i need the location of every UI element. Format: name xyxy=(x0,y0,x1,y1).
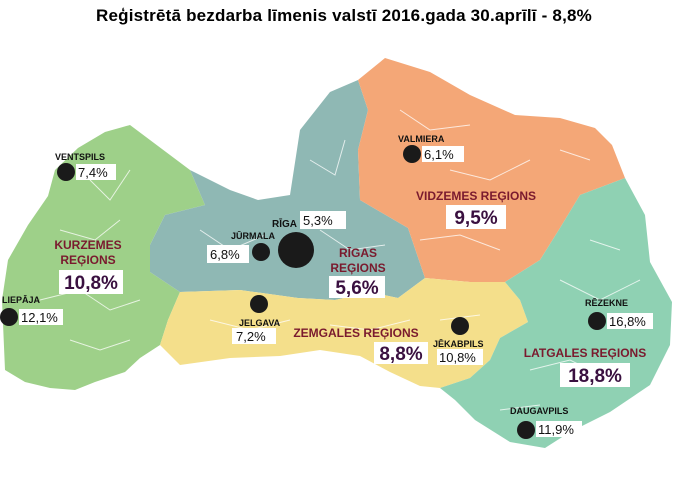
city-jelgava-name: JELGAVA xyxy=(239,318,281,328)
region-kurzeme-label-2: REĢIONS xyxy=(60,253,115,267)
city-rezekne-rate: 16,8% xyxy=(609,314,646,329)
city-jurmala-dot xyxy=(252,243,270,261)
region-riga-label-2: REĢIONS xyxy=(330,261,385,275)
city-rezekne[interactable]: RĒZEKNE 16,8% xyxy=(585,298,653,330)
city-daugavpils-dot xyxy=(517,421,535,439)
city-ventspils[interactable]: VENTSPILS 7,4% xyxy=(55,152,116,181)
region-latgale-label: LATGALES REĢIONS xyxy=(524,346,646,360)
city-liepaja[interactable]: LIEPĀJA 12,1% xyxy=(0,295,63,326)
city-ventspils-rate: 7,4% xyxy=(78,165,108,180)
region-vidzeme-label: VIDZEMES REĢIONS xyxy=(416,189,536,203)
city-jelgava[interactable]: JELGAVA 7,2% xyxy=(232,295,281,344)
city-daugavpils-name: DAUGAVPILS xyxy=(510,406,568,416)
city-valmiera-rate: 6,1% xyxy=(424,147,454,162)
city-jelgava-dot xyxy=(250,295,268,313)
city-jurmala-name: JŪRMALA xyxy=(231,231,275,241)
city-riga-dot xyxy=(278,232,314,268)
city-jurmala-rate: 6,8% xyxy=(210,247,240,262)
city-jekabpils[interactable]: JĒKABPILS 10,8% xyxy=(433,317,484,365)
city-liepaja-rate: 12,1% xyxy=(21,310,58,325)
region-latgale-rate: 18,8% xyxy=(568,366,622,387)
city-liepaja-name: LIEPĀJA xyxy=(2,295,41,305)
city-jelgava-rate: 7,2% xyxy=(236,329,266,344)
city-rezekne-name: RĒZEKNE xyxy=(585,298,628,308)
region-vidzeme-area[interactable] xyxy=(358,58,625,282)
region-kurzeme-label: KURZEMES xyxy=(54,238,121,252)
region-riga-label: RĪGAS xyxy=(339,246,377,260)
city-riga-rate: 5,3% xyxy=(303,213,333,228)
city-jekabpils-dot xyxy=(451,317,469,335)
region-zemgale-rate: 8,8% xyxy=(379,344,422,365)
city-valmiera[interactable]: VALMIERA 6,1% xyxy=(398,134,464,163)
region-zemgale-label: ZEMGALES REĢIONS xyxy=(293,326,418,340)
city-ventspils-dot xyxy=(57,163,75,181)
city-riga[interactable]: RĪGA 5,3% xyxy=(272,211,346,268)
region-vidzeme-rate: 9,5% xyxy=(454,208,497,229)
city-valmiera-dot xyxy=(403,145,421,163)
region-kurzeme-rate: 10,8% xyxy=(64,273,118,294)
city-jekabpils-rate: 10,8% xyxy=(439,350,476,365)
city-liepaja-dot xyxy=(0,308,18,326)
map-title: Reģistrētā bezdarba līmenis valstī 2016.… xyxy=(96,6,592,25)
city-daugavpils[interactable]: DAUGAVPILS 11,9% xyxy=(510,406,582,439)
region-riga-rate: 5,6% xyxy=(335,278,378,299)
city-ventspils-name: VENTSPILS xyxy=(55,152,105,162)
city-rezekne-dot xyxy=(588,312,606,330)
city-daugavpils-rate: 11,9% xyxy=(538,422,574,437)
city-jekabpils-name: JĒKABPILS xyxy=(433,339,484,349)
city-jurmala[interactable]: JŪRMALA 6,8% xyxy=(207,231,275,263)
city-valmiera-name: VALMIERA xyxy=(398,134,445,144)
city-riga-name: RĪGA xyxy=(272,218,297,230)
